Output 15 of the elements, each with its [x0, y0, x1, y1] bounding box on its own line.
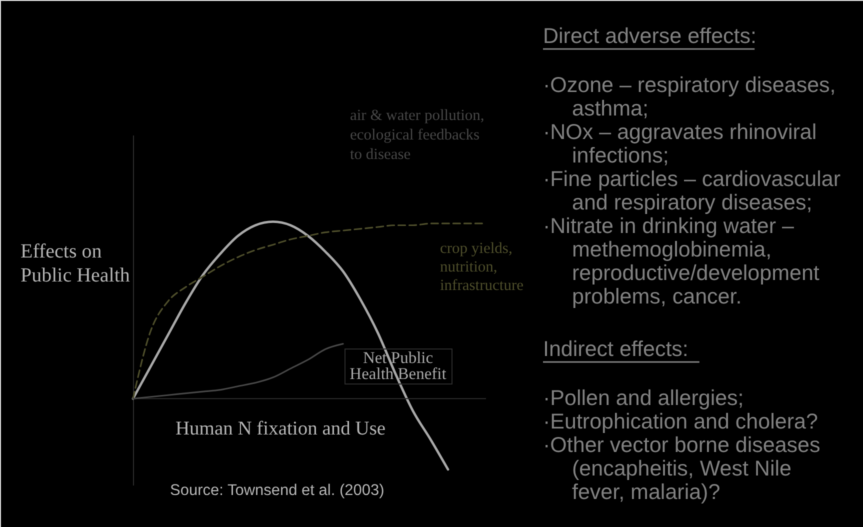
text: Direct adverse effects:: [543, 24, 756, 48]
text: ·Eutrophication and cholera?: [543, 410, 818, 434]
x-axis-title: Human N fixation and Use: [175, 418, 386, 440]
text: ·Pollen and allergies;: [543, 386, 744, 410]
text: ·Fine particles – cardiovascular and respiratory diseases;: [543, 167, 841, 214]
text: ·Other vector borne diseases (encapheitis, West Nile fever, malaria)?: [543, 433, 820, 504]
source-note: Source: Townsend et al. (2003): [170, 482, 384, 499]
text: Indirect effects:: [543, 337, 688, 361]
series-label: Net Public Health Benefit: [350, 348, 447, 383]
series-label: crop yields, nutrition, infrastructure: [440, 240, 524, 294]
text: ·Ozone – respiratory diseases, asthma;: [543, 73, 836, 120]
text: ·NOx – aggravates rhinoviral infections;: [543, 120, 817, 168]
text: ·Nitrate in drinking water – methemoglobinemia, reproductive/development problems, cancer.: [543, 214, 820, 308]
y-axis-title: Effects on Public Health: [20, 240, 130, 286]
text: air & water pollution, ecological feedbacks to disease: [350, 107, 484, 163]
